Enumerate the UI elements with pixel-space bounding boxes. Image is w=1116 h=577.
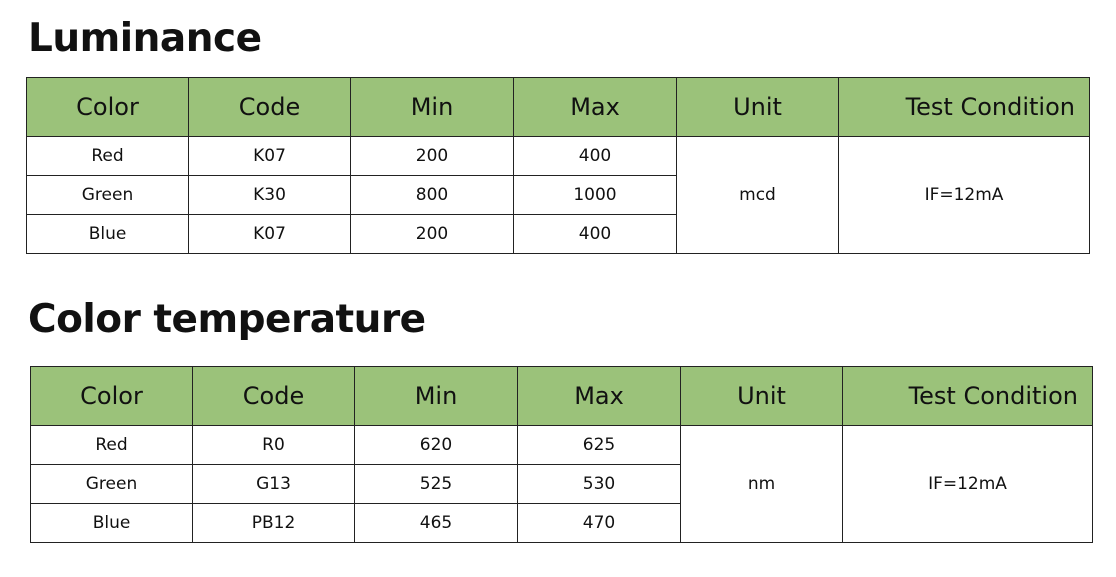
cell-code: K07 xyxy=(188,136,351,176)
section-title-color-temperature: Color temperature xyxy=(28,297,426,342)
cell-min: 620 xyxy=(354,425,518,465)
cell-code: G13 xyxy=(192,464,355,504)
cell-max: 1000 xyxy=(513,175,677,215)
cell-color: Blue xyxy=(26,214,189,254)
cell-color: Red xyxy=(26,136,189,176)
header-max: Max xyxy=(517,366,681,426)
header-test-condition: Test Condition xyxy=(838,77,1090,137)
cell-min: 465 xyxy=(354,503,518,543)
cell-code: K07 xyxy=(188,214,351,254)
cell-code: PB12 xyxy=(192,503,355,543)
header-min: Min xyxy=(350,77,514,137)
table-row: Blue PB12 465 470 xyxy=(30,503,1093,543)
header-color: Color xyxy=(30,366,193,426)
table-row: Red R0 620 625 nm IF=12mA xyxy=(30,425,1093,543)
cell-max: 530 xyxy=(517,464,681,504)
cell-min: 200 xyxy=(350,136,514,176)
header-min: Min xyxy=(354,366,518,426)
cell-max: 470 xyxy=(517,503,681,543)
header-row: Color Code Min Max Unit Test Condition xyxy=(30,366,1093,426)
header-code: Code xyxy=(188,77,351,137)
cell-min: 525 xyxy=(354,464,518,504)
cell-unit: nm xyxy=(680,425,843,543)
color-temperature-table: Color Code Min Max Unit Test Condition R… xyxy=(30,366,1093,543)
table-row: Red K07 200 400 mcd IF=12mA xyxy=(26,136,1090,254)
cell-min: 200 xyxy=(350,214,514,254)
header-code: Code xyxy=(192,366,355,426)
cell-code: R0 xyxy=(192,425,355,465)
header-row: Color Code Min Max Unit Test Condition xyxy=(26,77,1090,137)
header-test-condition: Test Condition xyxy=(842,366,1093,426)
table-row: Green K30 800 1000 xyxy=(26,175,1090,215)
luminance-table: Color Code Min Max Unit Test Condition R… xyxy=(26,77,1090,254)
header-unit: Unit xyxy=(680,366,843,426)
header-unit: Unit xyxy=(676,77,839,137)
cell-max: 400 xyxy=(513,214,677,254)
cell-color: Green xyxy=(26,175,189,215)
cell-max: 625 xyxy=(517,425,681,465)
cell-test-condition: IF=12mA xyxy=(838,136,1090,254)
header-color: Color xyxy=(26,77,189,137)
cell-code: K30 xyxy=(188,175,351,215)
cell-min: 800 xyxy=(350,175,514,215)
cell-color: Green xyxy=(30,464,193,504)
cell-color: Blue xyxy=(30,503,193,543)
cell-unit: mcd xyxy=(676,136,839,254)
cell-color: Red xyxy=(30,425,193,465)
section-title-luminance: Luminance xyxy=(28,16,262,61)
table-row: Blue K07 200 400 xyxy=(26,214,1090,254)
header-max: Max xyxy=(513,77,677,137)
cell-max: 400 xyxy=(513,136,677,176)
cell-test-condition: IF=12mA xyxy=(842,425,1093,543)
table-row: Green G13 525 530 xyxy=(30,464,1093,504)
